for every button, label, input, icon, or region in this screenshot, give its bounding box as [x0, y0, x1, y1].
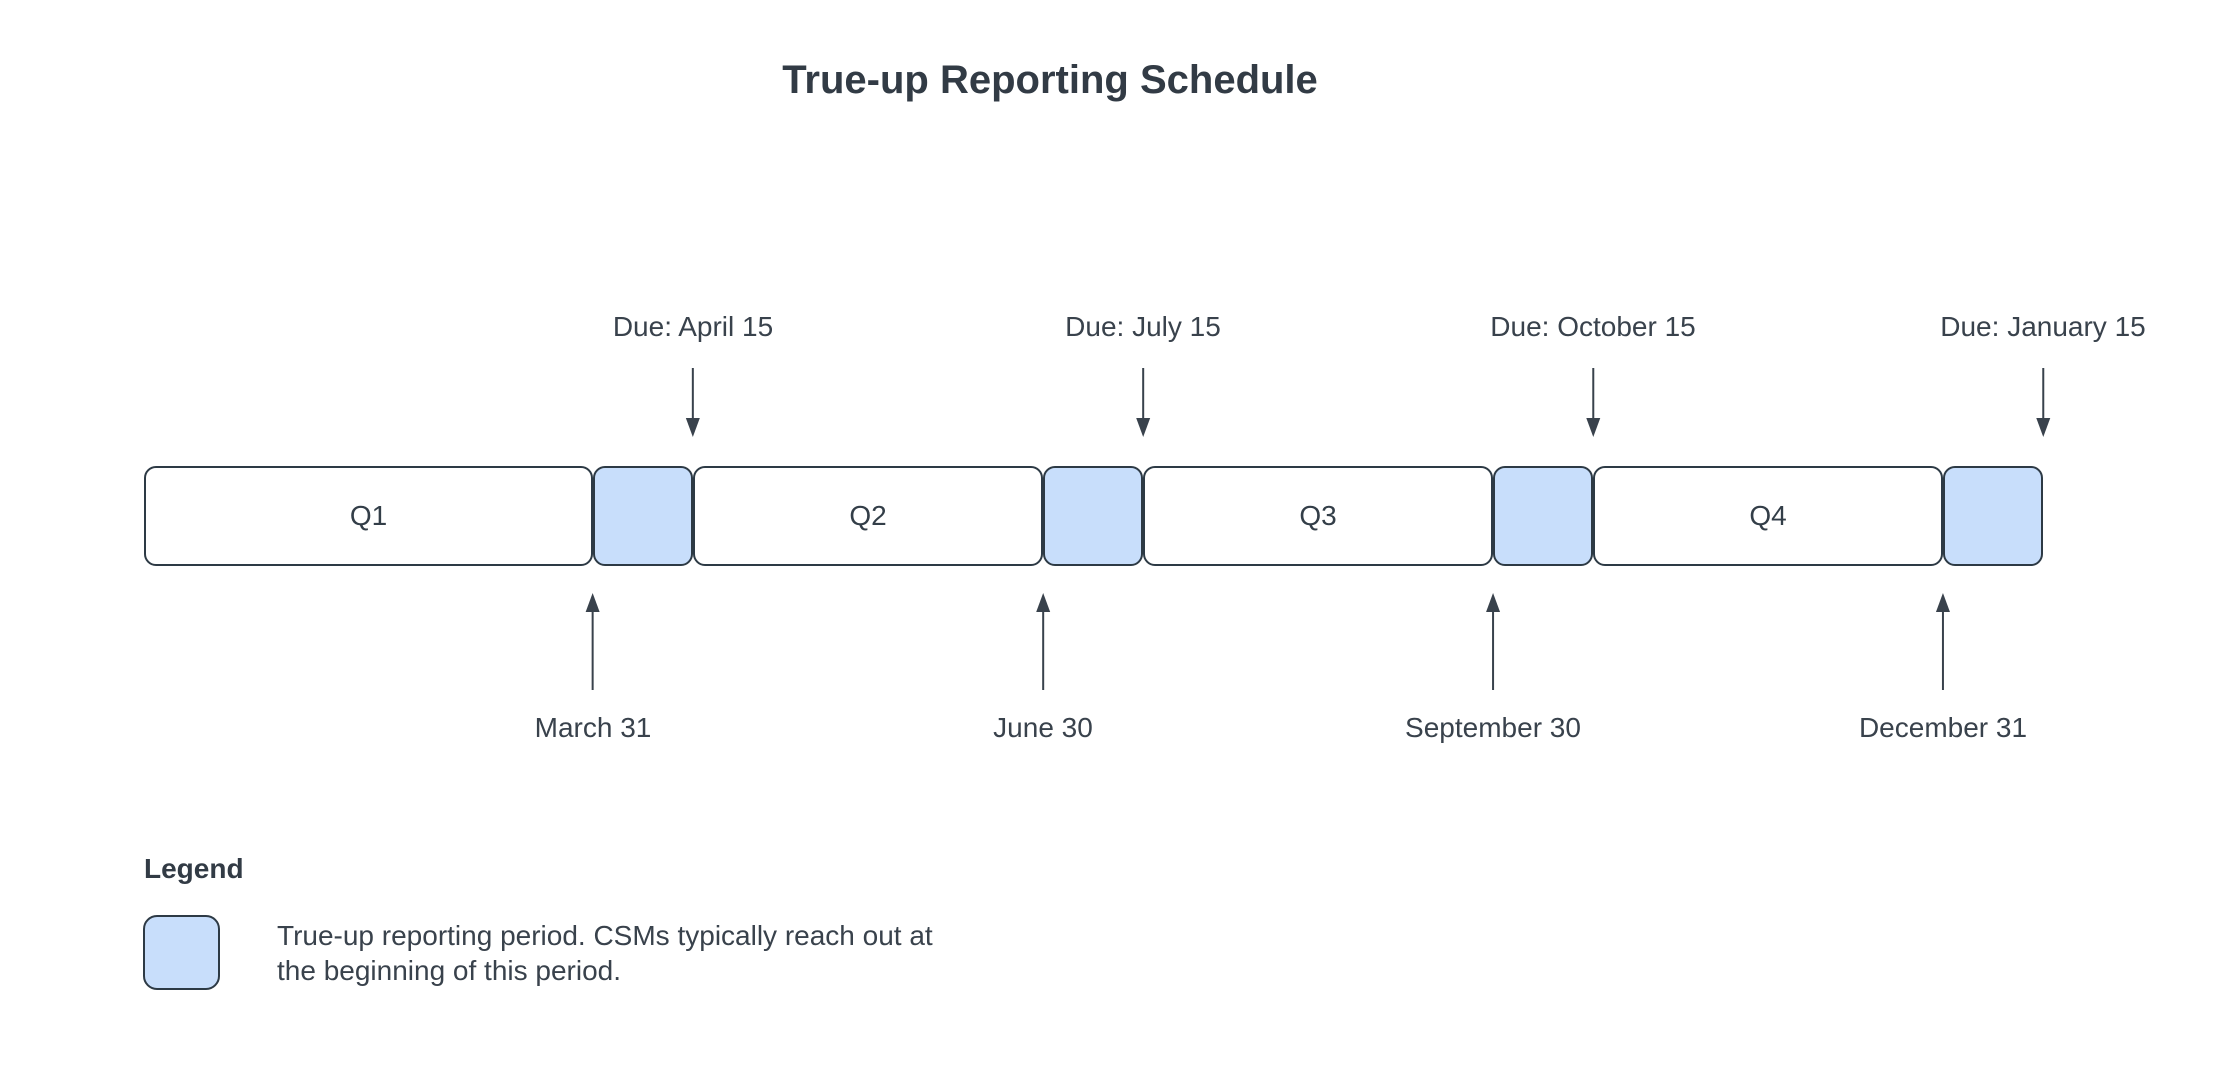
arrow-line — [1041, 612, 1044, 690]
arrow-up-icon — [1405, 593, 1581, 690]
due-annotation-q4: Due: January 15 — [1940, 310, 2146, 437]
arrow-up-icon — [993, 593, 1093, 690]
arrow-head — [1936, 593, 1950, 612]
date-annotation-q4: December 31 — [1859, 593, 2027, 745]
date-label: June 30 — [993, 712, 1093, 743]
arrow-down-icon — [613, 368, 773, 437]
date-annotation-q1: March 31 — [534, 593, 652, 745]
date-label: March 31 — [534, 712, 652, 743]
trueup-period-box-4 — [1943, 466, 2043, 566]
trueup-period-box-3 — [1493, 466, 1593, 566]
arrow-line — [1942, 612, 1944, 690]
trueup-period-box-2 — [1043, 466, 1143, 566]
arrow-line — [691, 368, 694, 418]
arrow-down-icon — [1940, 368, 2145, 437]
quarter-q1-box: Q1 — [144, 466, 593, 566]
due-label: Due: July 15 — [1065, 311, 1221, 342]
legend-description: True-up reporting period. CSMs typically… — [277, 920, 933, 986]
quarter-q4-box: Q4 — [1593, 466, 1943, 566]
due-annotation-q3: Due: October 15 — [1490, 310, 1696, 437]
legend-swatch — [143, 915, 220, 990]
quarter-label: Q4 — [1749, 500, 1787, 531]
arrow-up-icon — [535, 593, 652, 690]
arrow-head — [1135, 418, 1150, 437]
due-annotation-q2: Due: July 15 — [1065, 310, 1221, 437]
arrow-head — [1035, 593, 1050, 612]
date-annotation-q3: September 30 — [1405, 593, 1581, 745]
due-label: Due: April 15 — [612, 311, 774, 342]
date-annotation-q2: June 30 — [993, 593, 1093, 745]
arrow-down-icon — [1490, 368, 1695, 437]
arrow-line — [592, 612, 594, 690]
arrow-line — [2042, 368, 2044, 418]
arrow-up-icon — [1859, 593, 2027, 690]
arrow-head — [1585, 418, 1600, 437]
date-label: December 31 — [1858, 712, 2028, 743]
arrow-head — [685, 418, 700, 437]
quarter-label: Q2 — [849, 500, 887, 531]
legend-heading: Legend — [144, 853, 244, 884]
page-title: True-up Reporting Schedule — [782, 58, 1318, 102]
quarter-q3-box: Q3 — [1143, 466, 1493, 566]
arrow-head — [2036, 418, 2050, 437]
due-annotation-q1: Due: April 15 — [613, 310, 773, 437]
arrow-head — [1485, 593, 1500, 612]
date-label: September 30 — [1405, 712, 1581, 743]
quarter-label: Q3 — [1299, 500, 1337, 531]
timeline-bar: Q1 Q2 Q3 Q4 — [144, 466, 2043, 566]
due-label: Due: October 15 — [1490, 311, 1696, 342]
arrow-line — [1591, 368, 1594, 418]
quarter-label: Q1 — [349, 500, 388, 531]
arrow-line — [1141, 368, 1144, 418]
arrow-head — [586, 593, 600, 612]
trueup-period-box-1 — [593, 466, 693, 566]
due-label: Due: January 15 — [1940, 311, 2146, 342]
arrow-line — [1491, 612, 1494, 690]
arrow-down-icon — [1065, 368, 1221, 437]
quarter-q2-box: Q2 — [693, 466, 1043, 566]
